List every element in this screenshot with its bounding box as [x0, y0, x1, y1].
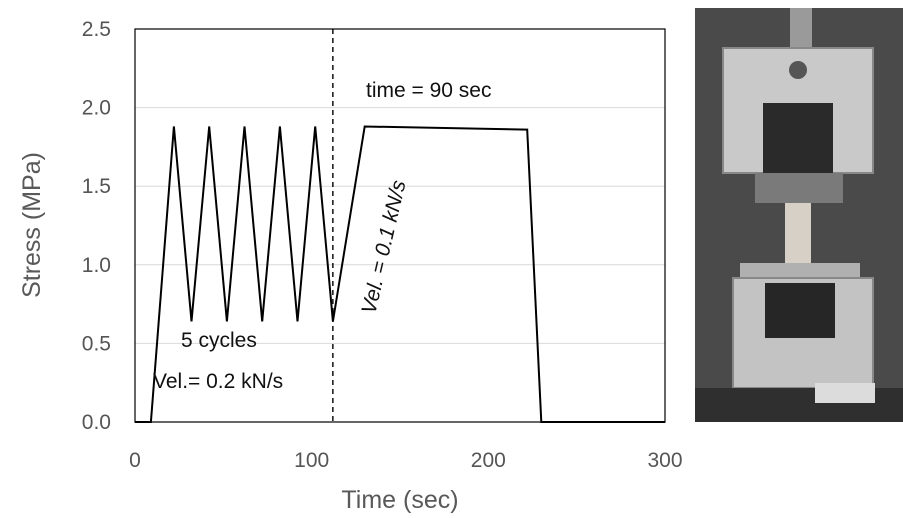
testing-machine-photo — [695, 8, 903, 422]
y-tick-label: 1.5 — [82, 175, 111, 198]
y-axis-title: Stress (MPa) — [18, 152, 46, 298]
y-tick-label: 0.5 — [82, 332, 111, 355]
y-tick-label: 2.5 — [82, 18, 111, 41]
velocity-fast-annotation: Vel. = 0.1 kN/s — [357, 178, 410, 317]
x-tick-label: 0 — [129, 449, 141, 472]
y-tick-labels: 0.0 0.5 1.0 1.5 2.0 2.5 — [82, 18, 111, 434]
time-annotation: time = 90 sec — [366, 79, 491, 102]
x-tick-label: 100 — [294, 449, 329, 472]
testing-machine-photo-icon — [695, 8, 903, 422]
x-tick-label: 200 — [471, 449, 506, 472]
plot-frame — [134, 28, 666, 423]
x-tick-label: 300 — [647, 449, 682, 472]
x-tick-labels: 0 100 200 300 — [129, 449, 682, 472]
stress-series-line — [135, 125, 665, 423]
x-axis-title: Time (sec) — [341, 486, 458, 514]
chart-gridlines — [135, 107, 665, 344]
velocity-slow-annotation: Vel.= 0.2 kN/s — [153, 370, 283, 393]
y-tick-label: 1.0 — [82, 254, 111, 277]
cycles-annotation: 5 cycles — [181, 329, 257, 352]
y-tick-label: 0.0 — [82, 411, 111, 434]
y-tick-label: 2.0 — [82, 97, 111, 120]
